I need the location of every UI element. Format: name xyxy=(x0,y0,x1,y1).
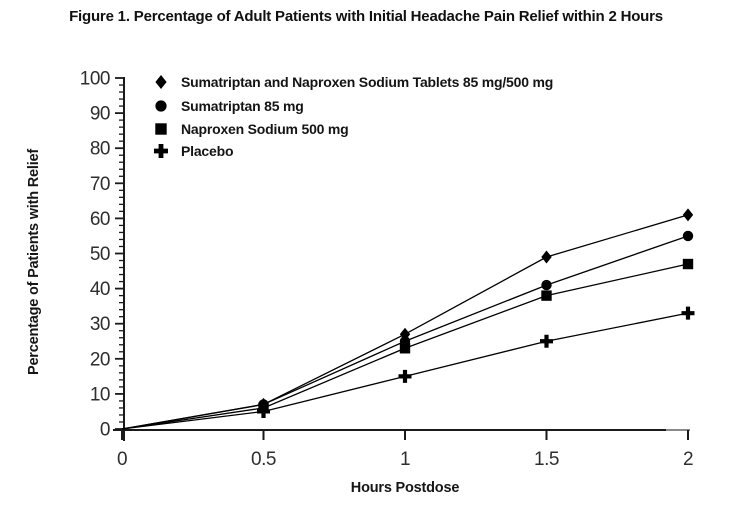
data-point-square-marker-icon xyxy=(541,290,552,301)
series-square xyxy=(121,258,694,430)
x-axis-title: Hours Postdose xyxy=(351,480,460,496)
data-point-square-marker-icon xyxy=(399,343,411,354)
data-point-plus-marker-icon xyxy=(540,334,553,348)
x-tick-label: 0.5 xyxy=(251,449,276,470)
legend-diamond-marker-icon xyxy=(155,75,167,89)
series-line xyxy=(121,214,689,430)
data-point-square-marker-icon xyxy=(682,258,694,270)
y-tick-label: 30 xyxy=(90,314,110,335)
legend-square-marker-icon xyxy=(155,123,167,135)
legend: Sumatriptan and Naproxen Sodium Tablets … xyxy=(154,74,553,159)
legend-item: Sumatriptan and Naproxen Sodium Tablets … xyxy=(155,74,553,90)
x-tick-label: 2 xyxy=(683,449,693,470)
series-diamond xyxy=(121,208,694,430)
y-tick-label: 10 xyxy=(90,384,110,405)
axes: 0 10 20 30 40 50 60 70 80 90 100 0 0.5 1 1.5 2 Hours Pos… xyxy=(26,69,694,497)
legend-item: Naproxen Sodium 500 mg xyxy=(155,121,349,137)
x-tick-label: 1.5 xyxy=(534,449,559,470)
legend-item: Placebo xyxy=(154,143,233,159)
y-tick-label: 20 xyxy=(90,349,110,370)
data-point-diamond-marker-icon xyxy=(682,208,694,222)
y-tick-label: 80 xyxy=(90,139,110,160)
y-tick-label: 40 xyxy=(90,279,110,300)
x-tick-label: 0 xyxy=(117,449,127,470)
y-axis-title: Percentage of Patients with Relief xyxy=(26,149,42,375)
figure-title: Figure 1. Percentage of Adult Patients w… xyxy=(69,8,663,25)
data-point-diamond-marker-icon xyxy=(541,250,552,264)
data-point-plus-marker-icon xyxy=(398,369,412,383)
legend-circle-marker-icon xyxy=(155,100,167,112)
data-point-circle-marker-icon xyxy=(682,230,694,242)
y-tick-label: 60 xyxy=(90,209,110,230)
y-tick-label: 0 xyxy=(100,420,110,441)
y-tick-label: 70 xyxy=(90,174,110,195)
x-tick-label: 1 xyxy=(400,449,410,470)
legend-item: Sumatriptan 85 mg xyxy=(155,98,304,114)
data-point-plus-marker-icon xyxy=(681,306,695,320)
y-tick-label: 50 xyxy=(90,244,110,265)
legend-plus-marker-icon xyxy=(154,144,168,158)
legend-label: Placebo xyxy=(181,143,233,159)
legend-label: Naproxen Sodium 500 mg xyxy=(181,121,349,137)
series-circle xyxy=(121,230,694,430)
legend-label: Sumatriptan and Naproxen Sodium Tablets … xyxy=(181,74,553,90)
y-tick-label: 100 xyxy=(80,69,110,90)
series-plus xyxy=(121,306,695,430)
data-point-plus-marker-icon xyxy=(257,404,270,418)
y-tick-label: 90 xyxy=(90,104,110,125)
legend-label: Sumatriptan 85 mg xyxy=(181,98,304,114)
data-point-circle-marker-icon xyxy=(541,279,552,291)
